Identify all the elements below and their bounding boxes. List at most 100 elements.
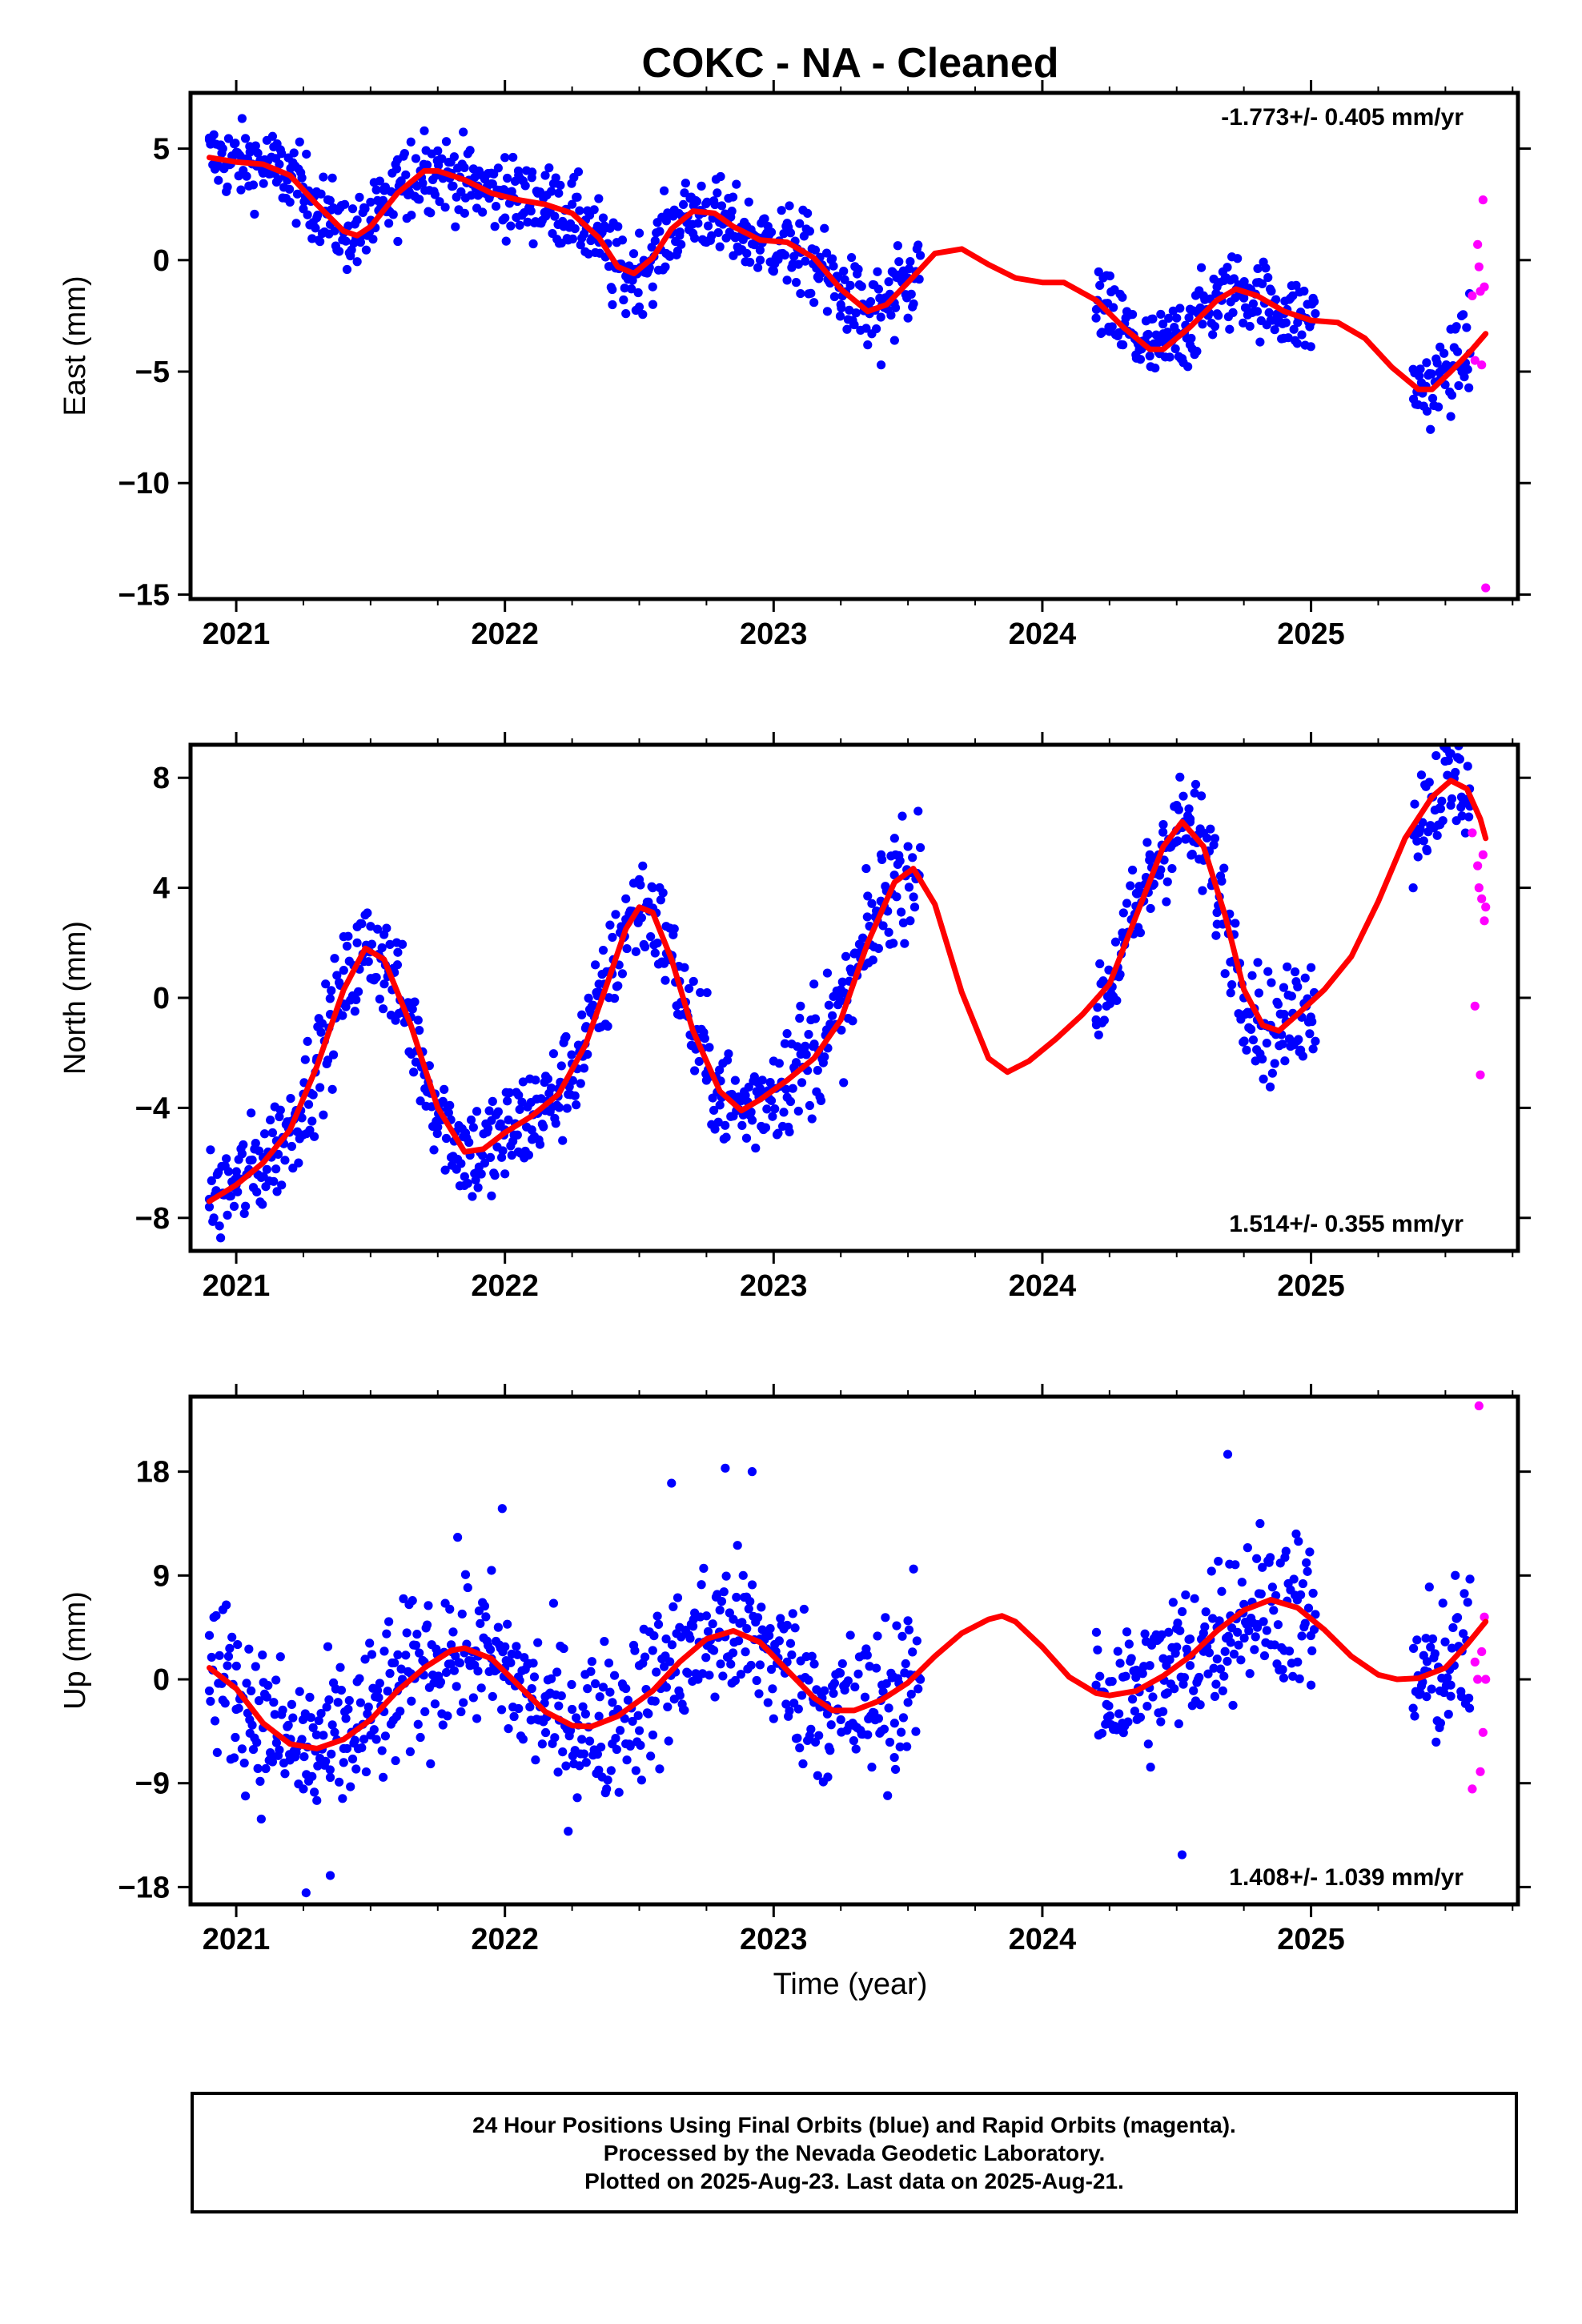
final-orbit-point	[1415, 364, 1425, 374]
final-orbit-point	[1158, 320, 1168, 329]
final-orbit-point	[323, 1055, 333, 1065]
final-orbit-point	[360, 1655, 370, 1664]
final-orbit-point	[1410, 1711, 1419, 1721]
final-orbit-point	[455, 1658, 465, 1668]
final-orbit-point	[297, 1735, 307, 1744]
final-orbit-point	[782, 1029, 792, 1039]
final-orbit-point	[405, 1747, 416, 1757]
final-orbit-point	[1270, 1059, 1279, 1068]
final-orbit-point	[525, 1702, 535, 1712]
final-orbit-point	[506, 1658, 516, 1667]
final-orbit-point	[730, 1675, 740, 1686]
final-orbit-point	[255, 1776, 265, 1786]
final-orbit-point	[661, 262, 670, 271]
final-orbit-point	[562, 1104, 572, 1113]
final-orbit-point	[612, 1744, 621, 1755]
final-orbit-point	[1251, 1632, 1260, 1642]
final-orbit-point	[1226, 988, 1235, 998]
final-orbit-point	[1447, 1643, 1457, 1653]
final-orbit-point	[493, 163, 503, 173]
final-orbit-point	[1305, 1029, 1315, 1039]
final-orbit-point	[372, 924, 383, 934]
final-orbit-point	[1448, 1622, 1458, 1633]
final-orbit-point	[448, 181, 458, 191]
model-fit-line	[207, 155, 1489, 392]
final-orbit-point	[393, 947, 403, 957]
final-orbit-point	[620, 283, 629, 293]
final-orbit-point	[760, 214, 769, 223]
final-orbit-point	[889, 1752, 899, 1763]
final-orbit-point	[579, 1749, 589, 1759]
final-orbit-point	[627, 284, 636, 294]
final-orbit-point	[503, 1096, 512, 1106]
final-orbit-point	[729, 1112, 738, 1121]
final-orbit-point	[567, 199, 577, 209]
final-orbit-point	[1181, 1590, 1191, 1600]
final-orbit-point	[539, 1122, 548, 1132]
final-orbit-point	[332, 971, 342, 980]
final-orbit-point	[915, 842, 926, 853]
final-orbit-point	[1212, 1655, 1222, 1664]
final-orbit-point	[755, 245, 765, 255]
final-orbit-point	[841, 951, 851, 961]
final-orbit-point	[446, 1152, 456, 1162]
final-orbit-point	[385, 1669, 395, 1679]
final-orbit-point	[873, 1714, 884, 1723]
final-orbit-point	[596, 1742, 606, 1752]
final-orbit-point	[468, 1123, 478, 1132]
final-orbit-point	[512, 1650, 522, 1659]
final-orbit-point	[352, 938, 362, 947]
final-orbit-point	[344, 1695, 354, 1706]
final-orbit-point	[1408, 364, 1418, 374]
final-orbit-point	[262, 1164, 271, 1174]
final-orbit-point	[904, 264, 914, 274]
final-orbit-point	[384, 1617, 394, 1626]
final-orbit-point	[430, 1699, 440, 1709]
final-orbit-point	[340, 199, 350, 209]
final-orbit-point	[269, 1698, 279, 1707]
final-orbit-point	[1265, 1553, 1275, 1562]
final-orbit-point	[851, 308, 861, 318]
final-orbit-point	[801, 256, 810, 266]
final-orbit-point	[766, 1664, 777, 1675]
final-orbit-point	[1291, 1529, 1301, 1539]
final-orbit-point	[1287, 991, 1296, 1001]
final-orbit-point	[1424, 778, 1434, 787]
final-orbit-point	[368, 235, 378, 244]
final-orbit-point	[692, 196, 702, 207]
final-orbit-point	[1464, 1693, 1474, 1703]
final-orbit-point	[742, 1624, 752, 1634]
final-orbit-point	[322, 1703, 331, 1712]
final-orbit-point	[413, 1015, 423, 1025]
final-orbit-point	[842, 324, 852, 334]
final-orbit-point	[789, 251, 799, 261]
rapid-orbit-point	[1470, 356, 1480, 365]
final-orbit-point	[1267, 1068, 1277, 1078]
rapid-orbit-point	[1468, 1784, 1477, 1794]
final-orbit-point	[309, 1132, 319, 1141]
final-orbit-point	[876, 360, 886, 370]
final-orbit-point	[303, 1036, 312, 1047]
final-orbit-point	[271, 1738, 282, 1747]
final-orbit-point	[703, 1626, 713, 1636]
final-orbit-point	[1446, 800, 1456, 810]
final-orbit-point	[878, 1687, 888, 1697]
final-orbit-point	[715, 242, 725, 251]
final-orbit-point	[1280, 1056, 1290, 1066]
final-orbit-point	[375, 994, 384, 1004]
final-orbit-point	[1223, 1656, 1232, 1667]
final-orbit-point	[713, 227, 723, 238]
final-orbit-point	[520, 181, 530, 191]
final-orbit-point	[1212, 907, 1222, 918]
final-orbit-point	[218, 1695, 227, 1705]
final-orbit-point	[1443, 756, 1453, 766]
final-orbit-point	[490, 1171, 500, 1180]
final-orbit-point	[1156, 1717, 1166, 1727]
final-orbit-point	[605, 920, 615, 930]
final-orbit-point	[1225, 324, 1235, 334]
final-orbit-point	[835, 312, 845, 321]
final-orbit-point	[630, 1646, 640, 1655]
final-orbit-point	[1095, 959, 1105, 969]
final-orbit-point	[897, 1727, 906, 1737]
